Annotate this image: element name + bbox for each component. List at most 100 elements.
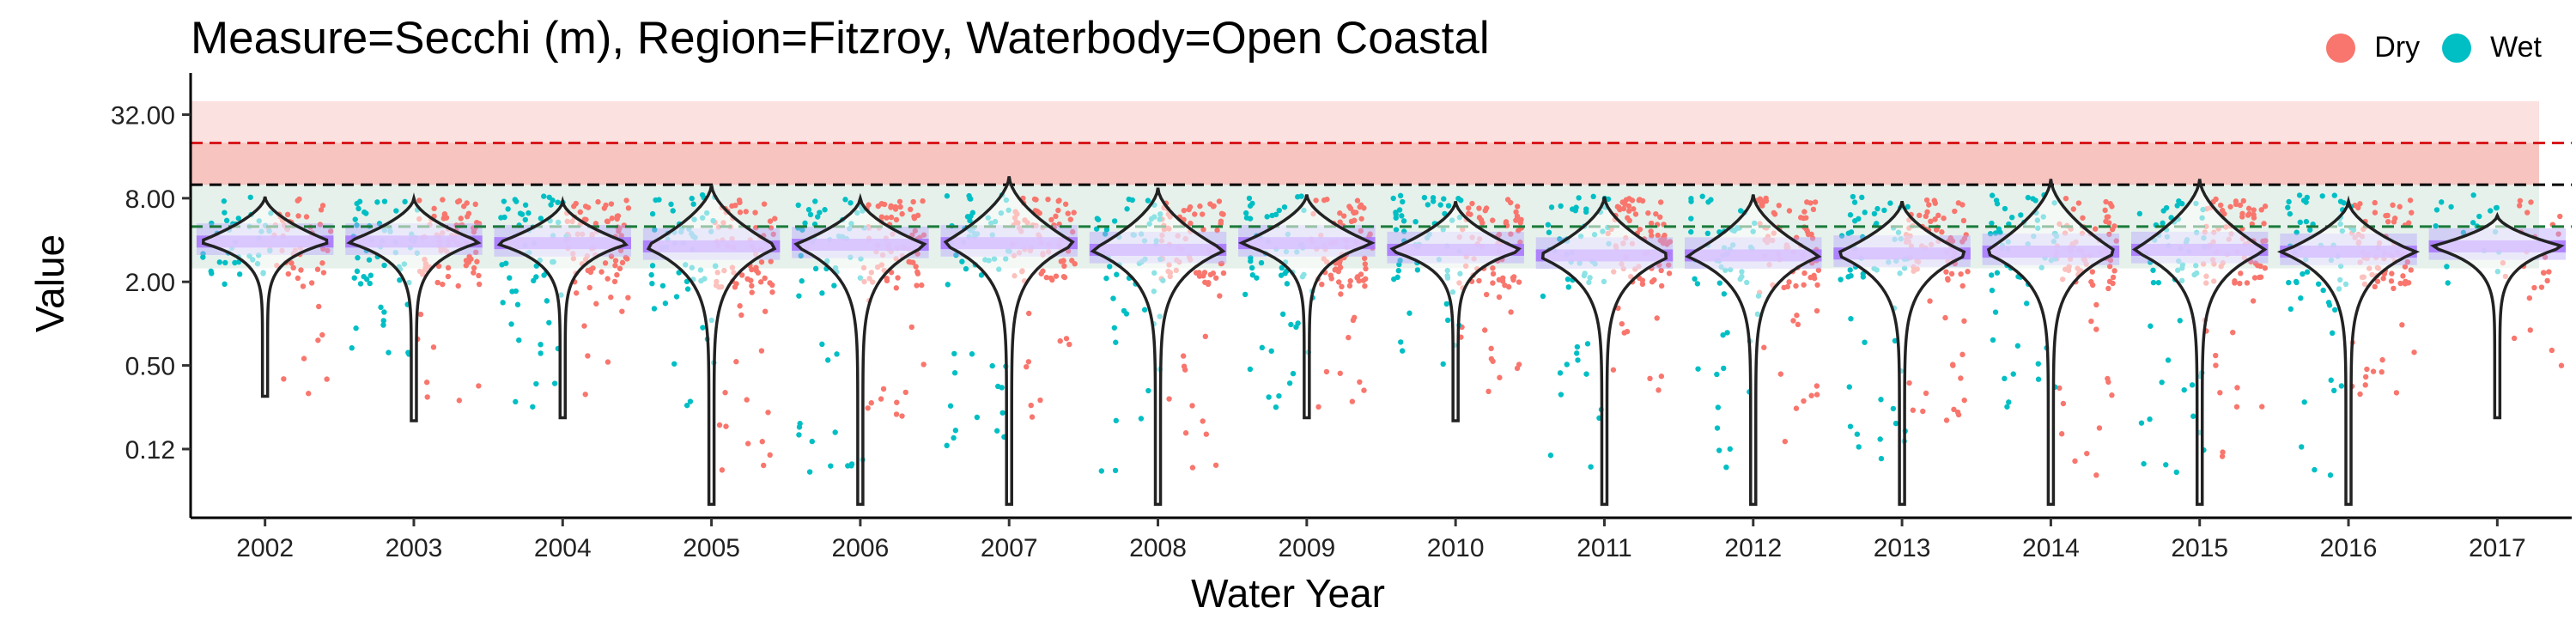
point-dry-2010 <box>1505 283 1512 290</box>
point-dry-2015 <box>2245 205 2252 211</box>
point-wet-2006 <box>848 200 854 206</box>
point-wet-2013 <box>1874 205 1880 212</box>
point-dry-2012 <box>1795 321 1801 328</box>
point-dry-2011 <box>1648 220 1655 227</box>
point-dry-2016 <box>2357 391 2363 398</box>
point-dry-2016 <box>2405 280 2412 286</box>
point-wet-2004 <box>531 277 537 284</box>
point-dry-2008 <box>1202 333 1209 340</box>
point-wet-2017 <box>2445 280 2451 286</box>
point-wet-2012 <box>1714 371 1720 378</box>
point-dry-2007 <box>1037 397 1043 404</box>
point-wet-2014 <box>1990 337 1996 343</box>
point-dry-2012 <box>1790 318 1796 324</box>
point-dry-2016 <box>2364 366 2370 373</box>
point-dry-2013 <box>1952 208 1958 215</box>
point-dry-2015 <box>2251 207 2257 213</box>
point-wet-2004 <box>500 300 506 306</box>
point-dry-2003 <box>464 214 471 220</box>
point-wet-2008 <box>1103 227 1110 233</box>
point-dry-2014 <box>2088 279 2094 285</box>
point-wet-2002 <box>221 198 228 204</box>
point-wet-2015 <box>2189 382 2196 388</box>
point-dry-2013 <box>1960 217 1967 224</box>
point-dry-2005 <box>768 225 775 231</box>
point-dry-2002 <box>327 228 334 234</box>
point-wet-2002 <box>216 259 222 265</box>
point-wet-2004 <box>516 337 522 343</box>
point-dry-2003 <box>441 210 448 217</box>
point-wet-2013 <box>1905 204 1911 210</box>
point-wet-2017 <box>2460 229 2467 236</box>
point-dry-2004 <box>602 260 609 266</box>
point-wet-2006 <box>828 463 834 469</box>
point-dry-2007 <box>1028 402 1034 409</box>
y-tick-label: 8.00 <box>125 185 175 214</box>
point-dry-2012 <box>1801 270 1807 276</box>
point-dry-2003 <box>476 281 483 288</box>
point-dry-2015 <box>2218 202 2224 209</box>
point-wet-2013 <box>1881 207 1887 214</box>
point-dry-2015 <box>2213 352 2219 359</box>
point-dry-2017 <box>2527 327 2533 333</box>
point-dry-2006 <box>868 400 874 406</box>
point-dry-2002 <box>320 270 327 276</box>
point-dry-2016 <box>2399 322 2405 328</box>
x-tick-label: 2003 <box>386 534 443 562</box>
point-dry-2008 <box>1218 260 1224 267</box>
point-dry-2009 <box>1323 368 1330 375</box>
point-wet-2002 <box>209 220 215 227</box>
violin-2002 <box>201 196 329 398</box>
point-dry-2005 <box>738 312 744 319</box>
point-dry-2004 <box>625 295 631 301</box>
point-dry-2012 <box>1801 398 1807 404</box>
point-dry-2012 <box>1814 383 1820 389</box>
y-tick-label: 32.00 <box>111 101 175 130</box>
point-dry-2004 <box>611 278 618 285</box>
point-wet-2003 <box>376 221 383 227</box>
point-wet-2014 <box>2004 404 2010 410</box>
point-dry-2011 <box>1656 387 1662 393</box>
point-dry-2017 <box>2541 270 2547 276</box>
point-wet-2007 <box>945 282 951 288</box>
point-dry-2003 <box>445 264 452 271</box>
point-wet-2004 <box>498 215 504 221</box>
point-wet-2014 <box>2025 194 2032 201</box>
point-dry-2009 <box>1347 277 1353 284</box>
point-wet-2012 <box>1704 230 1711 237</box>
point-wet-2010 <box>1430 195 1437 201</box>
point-dry-2004 <box>618 233 624 239</box>
point-wet-2013 <box>1862 339 1868 345</box>
point-dry-2011 <box>1617 206 1623 213</box>
point-wet-2009 <box>1246 195 1253 202</box>
violin-2013 <box>1838 201 1966 507</box>
point-dry-2006 <box>920 232 927 238</box>
point-wet-2007 <box>951 434 957 441</box>
point-wet-2015 <box>2150 279 2157 286</box>
point-dry-2006 <box>906 258 912 265</box>
point-dry-2013 <box>1947 234 1953 241</box>
point-wet-2014 <box>1989 287 1996 294</box>
point-dry-2006 <box>914 283 920 289</box>
point-wet-2005 <box>671 361 677 367</box>
point-dry-2009 <box>1358 202 1364 209</box>
point-dry-2005 <box>737 210 744 216</box>
point-wet-2004 <box>508 321 514 327</box>
point-dry-2012 <box>1809 235 1816 241</box>
point-dry-2006 <box>880 386 887 392</box>
point-dry-2002 <box>300 283 307 289</box>
point-wet-2015 <box>2176 197 2182 204</box>
point-dry-2004 <box>585 204 592 210</box>
point-dry-2013 <box>1943 269 1949 275</box>
point-wet-2004 <box>505 206 511 212</box>
point-wet-2006 <box>798 252 804 259</box>
x-tick-label: 2002 <box>236 534 294 562</box>
point-dry-2003 <box>473 249 479 256</box>
point-wet-2013 <box>1887 200 1893 206</box>
point-dry-2003 <box>440 281 446 288</box>
point-wet-2015 <box>2155 279 2162 286</box>
point-dry-2011 <box>1660 240 1667 246</box>
point-dry-2014 <box>2093 472 2099 478</box>
point-wet-2015 <box>2190 413 2196 419</box>
point-wet-2012 <box>1714 425 1721 431</box>
